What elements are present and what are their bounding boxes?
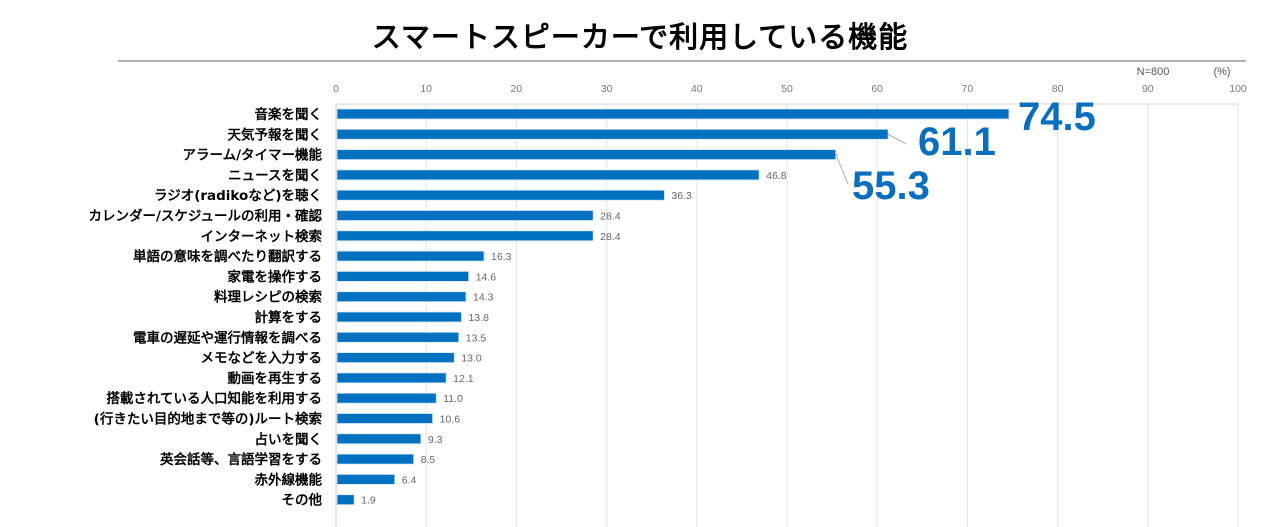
bar bbox=[336, 128, 889, 140]
value-label: 28.4 bbox=[600, 231, 621, 243]
chart-title: スマートスピーカーで利用している機能 bbox=[371, 20, 909, 54]
bar bbox=[336, 352, 455, 364]
bar bbox=[336, 189, 665, 201]
category-label: 計算をする bbox=[255, 309, 323, 326]
value-label: 1.9 bbox=[361, 495, 376, 507]
category-label: 赤外線機能 bbox=[255, 471, 323, 488]
bar bbox=[336, 169, 760, 181]
bar bbox=[336, 210, 594, 221]
value-label: 12.1 bbox=[453, 373, 474, 385]
category-label: 単語の意味を調べたり翻訳する bbox=[133, 248, 322, 265]
bar bbox=[336, 311, 462, 323]
value-label: 6.4 bbox=[402, 474, 417, 486]
category-label: インターネット検索 bbox=[201, 228, 323, 245]
category-label: 占いを聞く bbox=[255, 431, 323, 448]
x-tick-label: 10 bbox=[420, 83, 432, 95]
category-label: ラジオ(radikoなど)を聴く bbox=[154, 188, 322, 204]
category-label: (行きたい目的地まで等の)ルート検索 bbox=[94, 411, 323, 428]
bar bbox=[336, 473, 396, 485]
x-tick-label: 80 bbox=[1052, 83, 1064, 95]
category-label: 搭載されている人口知能を利用する bbox=[106, 390, 322, 407]
x-tick-label: 20 bbox=[511, 83, 523, 95]
x-axis-ticks: 0 10 20 30 40 50 60 70 80 90 100 bbox=[333, 83, 1247, 105]
category-label: アラーム/タイマー機能 bbox=[182, 147, 322, 164]
x-tick-label: 60 bbox=[871, 83, 883, 95]
value-label: 13.5 bbox=[466, 332, 487, 344]
category-label: 料理レシピの検索 bbox=[214, 289, 322, 306]
value-label: 11.0 bbox=[443, 393, 463, 405]
category-label: その他 bbox=[282, 492, 323, 509]
x-tick-label: 40 bbox=[691, 83, 703, 95]
callout-leader-line bbox=[887, 133, 907, 145]
bars bbox=[336, 108, 1010, 506]
bar bbox=[336, 230, 594, 242]
bar bbox=[336, 413, 434, 424]
value-labels: 74.5 61.155.3 46.8 36.3 28.4 28.4 16.3 14.6 14.3… bbox=[361, 95, 1096, 507]
value-label: 16.3 bbox=[491, 251, 512, 263]
bar bbox=[336, 494, 355, 506]
value-label-highlight: 55.3 bbox=[852, 164, 930, 208]
value-label-highlight: 61.1 bbox=[918, 120, 996, 164]
category-label: 音楽を聞く bbox=[255, 106, 323, 123]
bar bbox=[336, 149, 837, 161]
value-label: 10.6 bbox=[440, 414, 461, 426]
category-label: カレンダー/スケジュールの利用・確認 bbox=[89, 208, 323, 225]
category-labels: 音楽を聞く天気予報を聞くアラーム/タイマー機能ニュースを聞くラジオ(radiko… bbox=[89, 106, 323, 509]
value-label: 28.4 bbox=[600, 211, 621, 223]
value-label: 8.5 bbox=[421, 454, 436, 466]
value-label: 46.8 bbox=[766, 170, 787, 182]
unit-label: (%) bbox=[1213, 66, 1230, 78]
value-label: 14.6 bbox=[476, 271, 497, 283]
x-tick-label: 30 bbox=[601, 83, 613, 95]
category-label: 家電を操作する bbox=[228, 268, 323, 285]
value-label: 9.3 bbox=[428, 434, 443, 446]
category-label: 動画を再生する bbox=[228, 370, 323, 387]
category-label: 英会話等、言語学習をする bbox=[159, 451, 322, 468]
value-label: 36.3 bbox=[671, 190, 692, 202]
x-tick-label: 0 bbox=[333, 83, 339, 95]
x-tick-label: 90 bbox=[1142, 83, 1154, 95]
category-label: ニュースを聞く bbox=[228, 168, 322, 184]
x-tick-label: 70 bbox=[962, 83, 974, 95]
bar bbox=[336, 372, 447, 384]
bar bbox=[336, 453, 415, 465]
bar bbox=[336, 270, 470, 282]
bar bbox=[336, 291, 467, 303]
category-label: 天気予報を聞く bbox=[228, 126, 323, 143]
x-tick-label: 50 bbox=[781, 83, 793, 95]
callout-leader-line bbox=[835, 154, 849, 185]
value-label-highlight: 74.5 bbox=[1018, 95, 1096, 139]
bar bbox=[336, 108, 1010, 120]
value-label: 13.0 bbox=[461, 353, 482, 365]
bar bbox=[336, 250, 485, 262]
category-label: 電車の遅延や運行情報を調べる bbox=[133, 329, 322, 346]
bar bbox=[336, 392, 437, 404]
category-label: メモなどを入力する bbox=[201, 350, 323, 367]
value-label: 13.8 bbox=[468, 312, 489, 324]
sample-size-note: N=800 bbox=[1137, 66, 1170, 78]
value-label: 14.3 bbox=[473, 292, 494, 304]
x-tick-label: 100 bbox=[1229, 83, 1247, 95]
bar bbox=[336, 433, 422, 445]
bar bbox=[336, 331, 460, 343]
